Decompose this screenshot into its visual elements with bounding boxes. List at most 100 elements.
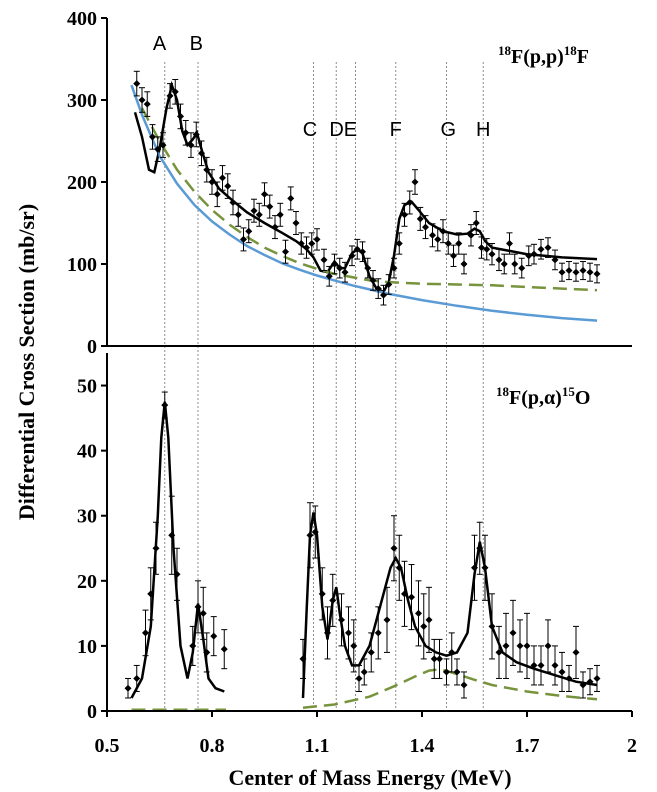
data-point bbox=[434, 227, 442, 252]
data-marker bbox=[572, 648, 580, 656]
data-point bbox=[572, 625, 580, 679]
data-marker bbox=[138, 96, 146, 104]
data-point bbox=[350, 619, 358, 673]
y-tick-label: 200 bbox=[67, 172, 97, 194]
data-point bbox=[478, 236, 485, 259]
curve-blue-1-1 bbox=[130, 84, 598, 322]
data-point bbox=[593, 664, 601, 692]
data-marker bbox=[558, 268, 566, 276]
data-point bbox=[586, 668, 594, 696]
data-marker bbox=[455, 240, 463, 247]
data-marker bbox=[282, 248, 289, 256]
data-marker bbox=[287, 194, 295, 202]
data-marker bbox=[152, 544, 160, 552]
data-point bbox=[506, 232, 513, 255]
data-marker bbox=[495, 648, 503, 656]
data-point bbox=[476, 521, 484, 575]
data-point bbox=[329, 573, 337, 627]
data-marker bbox=[348, 252, 356, 260]
data-point bbox=[511, 253, 519, 275]
data-marker bbox=[450, 252, 457, 260]
x-tick-label: 1.4 bbox=[410, 735, 435, 757]
curve-fit-1-0 bbox=[133, 80, 598, 294]
data-marker bbox=[481, 564, 489, 572]
data-point bbox=[299, 638, 307, 679]
data-marker bbox=[506, 240, 513, 247]
data-marker bbox=[266, 203, 274, 211]
data-marker bbox=[434, 235, 442, 243]
data-point bbox=[287, 186, 295, 211]
data-marker bbox=[530, 661, 538, 669]
data-marker bbox=[359, 248, 366, 256]
data-point bbox=[240, 227, 247, 252]
resonance-label: B bbox=[190, 33, 203, 55]
data-marker bbox=[488, 622, 496, 630]
data-point bbox=[518, 257, 526, 279]
data-marker bbox=[460, 681, 468, 689]
data-marker bbox=[147, 590, 155, 598]
data-marker bbox=[544, 642, 552, 650]
data-point bbox=[525, 245, 533, 267]
data-marker bbox=[210, 632, 218, 640]
data-point bbox=[495, 248, 503, 272]
data-marker bbox=[593, 270, 601, 278]
data-point bbox=[385, 274, 393, 295]
data-point bbox=[187, 132, 195, 158]
data-marker bbox=[350, 642, 358, 650]
data-point bbox=[266, 194, 274, 219]
data-point bbox=[467, 224, 475, 247]
data-point bbox=[390, 515, 398, 582]
data-marker bbox=[579, 681, 587, 689]
data-marker bbox=[390, 264, 398, 272]
data-point bbox=[133, 664, 141, 692]
data-point bbox=[199, 586, 207, 640]
data-marker bbox=[166, 92, 174, 100]
data-marker bbox=[234, 211, 242, 219]
data-marker bbox=[516, 642, 524, 650]
data-point bbox=[523, 612, 531, 679]
curve-green-dashed-2-3 bbox=[302, 668, 598, 709]
data-point bbox=[551, 249, 559, 271]
data-point bbox=[255, 202, 263, 227]
data-point bbox=[586, 262, 594, 282]
data-point bbox=[565, 664, 573, 692]
data-marker bbox=[336, 264, 344, 272]
data-marker bbox=[460, 260, 468, 268]
data-point bbox=[516, 619, 524, 673]
data-marker bbox=[313, 235, 321, 243]
y-tick-label: 40 bbox=[77, 441, 97, 463]
resonance-label: DE bbox=[329, 119, 357, 141]
axes bbox=[101, 17, 633, 717]
data-point bbox=[551, 645, 559, 686]
data-point bbox=[380, 284, 387, 306]
data-point bbox=[147, 567, 155, 621]
y-tick-label: 0 bbox=[87, 701, 97, 723]
data-marker bbox=[199, 609, 207, 617]
data-point bbox=[152, 521, 160, 575]
data-point bbox=[142, 609, 149, 657]
data-point bbox=[509, 599, 517, 666]
data-marker bbox=[271, 223, 279, 231]
resonance-label: C bbox=[303, 119, 317, 141]
data-marker bbox=[182, 129, 190, 137]
data-point bbox=[341, 261, 349, 283]
resonance-label: A bbox=[153, 33, 167, 55]
data-marker bbox=[173, 570, 181, 578]
data-point bbox=[282, 239, 289, 264]
data-marker bbox=[161, 401, 169, 409]
data-point bbox=[133, 70, 141, 97]
data-point bbox=[355, 664, 363, 692]
data-marker bbox=[220, 645, 228, 653]
title-text: F(p,p) bbox=[511, 46, 564, 68]
data-marker bbox=[495, 256, 503, 264]
data-marker bbox=[355, 674, 363, 682]
data-point bbox=[173, 547, 181, 601]
data-marker bbox=[168, 531, 176, 539]
resonance-label: F bbox=[390, 119, 402, 141]
data-marker bbox=[213, 190, 221, 198]
data-point bbox=[429, 223, 436, 248]
data-point bbox=[189, 625, 197, 666]
data-marker bbox=[292, 219, 300, 227]
data-marker bbox=[511, 260, 519, 268]
data-point bbox=[331, 253, 338, 275]
